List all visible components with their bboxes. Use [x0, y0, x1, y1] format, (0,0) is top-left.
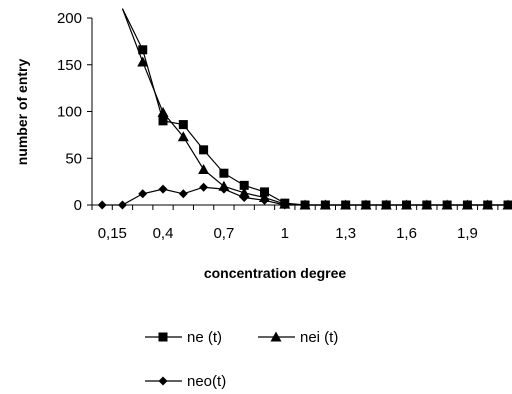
data-point — [199, 145, 209, 155]
data-point — [157, 106, 169, 117]
legend-label: neo(t) — [187, 373, 226, 390]
data-point — [219, 184, 229, 194]
data-point — [178, 189, 188, 199]
legend-marker — [158, 332, 168, 342]
series-triangle — [121, 8, 508, 206]
x-tick-label: 0,4 — [153, 225, 174, 242]
legend-label: ne (t) — [187, 329, 222, 346]
y-tick-label: 50 — [65, 150, 82, 167]
data-point — [239, 193, 249, 203]
x-tick-label: 1 — [281, 225, 289, 242]
series-line — [121, 8, 508, 206]
x-tick-label: 0,7 — [213, 225, 234, 242]
data-point — [138, 45, 148, 55]
legend-marker — [270, 331, 282, 342]
legend-entry: nei (t) — [258, 329, 338, 346]
data-point — [219, 168, 229, 178]
y-tick-label: 200 — [57, 10, 82, 27]
legend: ne (t) nei (t) neo(t) — [145, 329, 338, 390]
series-square — [121, 8, 508, 206]
y-tick-label: 0 — [74, 197, 82, 214]
plot-area — [97, 8, 512, 210]
data-point — [198, 163, 210, 174]
y-axis-title: number of entry — [14, 59, 30, 166]
legend-marker — [158, 376, 168, 386]
x-axis-title: concentration degree — [204, 265, 347, 281]
data-point — [238, 187, 250, 198]
y-tick-label: 150 — [57, 57, 82, 74]
data-point — [137, 56, 149, 67]
data-point — [158, 184, 168, 194]
x-tick-label: 0,15 — [98, 225, 127, 242]
x-tick-label: 1,9 — [457, 225, 478, 242]
legend-entry: ne (t) — [145, 329, 222, 346]
x-tick-label: 1,6 — [396, 225, 417, 242]
legend-entry: neo(t) — [145, 373, 226, 390]
x-tick-label: 1,3 — [335, 225, 356, 242]
data-point — [239, 180, 249, 190]
data-point — [158, 116, 168, 126]
y-tick-label: 100 — [57, 104, 82, 121]
data-point — [177, 131, 189, 142]
axes: 0 50 100 150 200 0,15 0,4 0,7 1 1,3 1,6 1,9 — [57, 10, 508, 242]
legend-label: nei (t) — [300, 329, 338, 346]
data-point — [199, 182, 209, 192]
data-point — [259, 187, 269, 197]
series-line — [121, 8, 508, 206]
data-point — [138, 189, 148, 199]
data-point — [178, 120, 188, 130]
data-point — [259, 195, 269, 205]
